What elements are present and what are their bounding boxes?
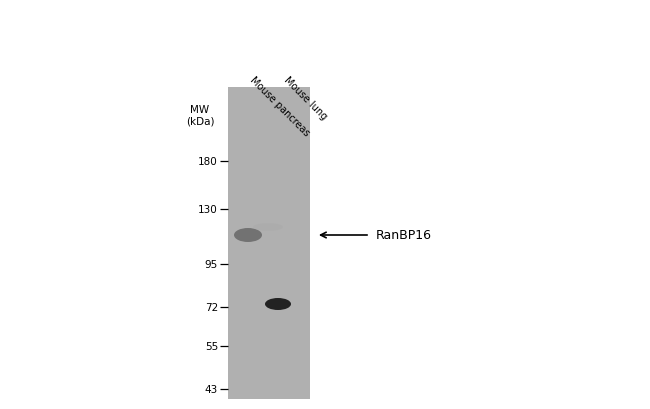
Text: 95: 95 [205, 259, 218, 270]
Text: 72: 72 [205, 302, 218, 312]
Text: RanBP16: RanBP16 [376, 229, 432, 242]
Text: MW
(kDa): MW (kDa) [186, 105, 214, 126]
Text: Mouse pancreas: Mouse pancreas [248, 75, 311, 138]
Text: 180: 180 [198, 157, 218, 166]
Ellipse shape [265, 298, 291, 310]
Text: 130: 130 [198, 204, 218, 214]
Text: Mouse lung: Mouse lung [282, 75, 329, 121]
Ellipse shape [253, 223, 283, 231]
Text: 43: 43 [205, 384, 218, 394]
Bar [228, 88, 310, 399]
Ellipse shape [234, 229, 262, 243]
Text: 55: 55 [205, 341, 218, 351]
